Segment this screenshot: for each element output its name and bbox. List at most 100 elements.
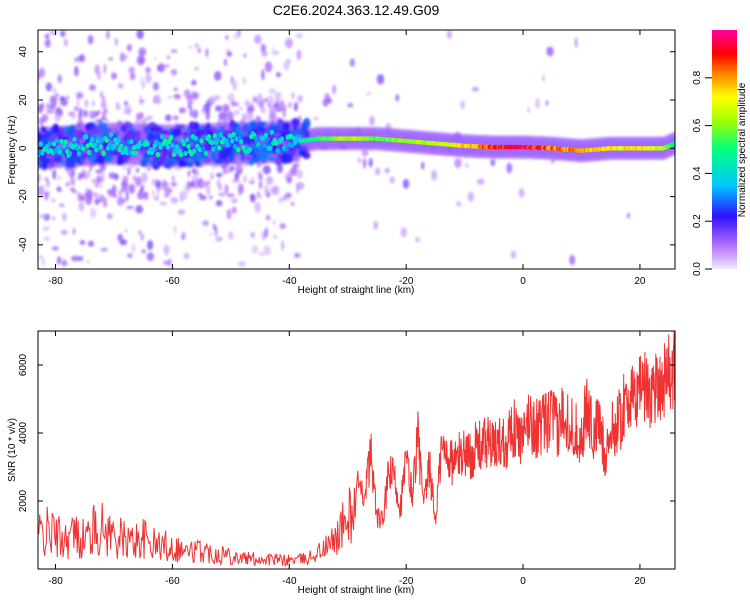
noise-blob [195, 169, 200, 176]
noise-blob [119, 239, 128, 246]
noise-blob [313, 116, 319, 121]
noise-blob [124, 229, 128, 233]
noise-blob [155, 180, 162, 189]
noise-blob [95, 200, 99, 206]
noise-blob [117, 196, 124, 207]
noise-blob [252, 96, 258, 103]
noise-blob [147, 115, 154, 120]
ridge-core [170, 142, 175, 148]
spectrogram-y-tick-label: -20 [18, 189, 29, 204]
noise-blob [248, 180, 255, 185]
ridge-core [168, 134, 174, 141]
noise-blob [369, 115, 375, 126]
noise-blob [234, 172, 239, 181]
noise-blob [76, 92, 84, 99]
ridge-core [217, 145, 222, 151]
ridge-body-blob [160, 129, 170, 135]
noise-blob [161, 179, 167, 191]
noise-blob [134, 176, 142, 187]
colorbar: 0.0 0.2 0.4 0.6 0.8 Normalized spectral ampl… [692, 30, 748, 276]
noise-blob [361, 149, 369, 157]
ridge-body-blob [257, 126, 263, 132]
noise-blob [179, 190, 188, 200]
noise-blob [92, 179, 95, 183]
ridge-body-blob [38, 159, 43, 165]
noise-blob [171, 175, 175, 181]
noise-blob [373, 220, 378, 230]
noise-blob [100, 182, 103, 189]
snr-y-ticks: 2000 4000 6000 [18, 353, 675, 512]
ridge-core [119, 143, 124, 149]
noise-blob [234, 32, 237, 41]
ridge-body-blob [232, 122, 239, 129]
ridge-core [179, 152, 184, 158]
noise-blob [173, 93, 181, 100]
noise-blob [244, 100, 251, 107]
ridge-body-blob [172, 128, 182, 137]
noise-blob [288, 101, 292, 108]
ridge-core [62, 143, 67, 149]
ridge-core [183, 150, 188, 156]
noise-blob [274, 51, 280, 55]
noise-blob [415, 237, 420, 243]
noise-blob [209, 195, 213, 200]
ridge-body-blob [155, 156, 166, 163]
noise-blob [168, 95, 172, 100]
noise-blob [141, 249, 146, 254]
noise-blob [173, 87, 178, 92]
noise-blob [365, 92, 372, 96]
ridge-body-blob [256, 155, 266, 161]
spectrogram-x-ticks: -80 -60 -40 -20 0 20 [48, 30, 646, 287]
snr-y-tick-label: 2000 [18, 489, 29, 512]
noise-blob [546, 100, 549, 106]
noise-blob [259, 180, 263, 189]
noise-blob [159, 202, 167, 205]
noise-blob [77, 192, 83, 202]
ridge-core [279, 136, 285, 142]
noise-blob [189, 45, 192, 50]
noise-blob [177, 209, 186, 215]
noise-blob [213, 71, 222, 81]
noise-blob [70, 187, 75, 191]
noise-blob [128, 66, 135, 74]
snr-x-tick-label: -60 [165, 576, 180, 587]
noise-blob [374, 167, 381, 176]
noise-blob [72, 227, 76, 235]
noise-blob [174, 166, 182, 171]
noise-blob [60, 30, 66, 37]
ridge-core [133, 150, 139, 156]
noise-blob [131, 243, 135, 254]
noise-blob [209, 232, 213, 236]
noise-blob [136, 30, 144, 40]
spectrogram-frame [37, 29, 676, 270]
ridge-body-blob [285, 125, 290, 136]
noise-blob [218, 112, 226, 121]
noise-blob [129, 165, 135, 169]
noise-blob [52, 216, 55, 221]
noise-blob [46, 110, 54, 114]
spectrogram-y-axis-label: Frequency (Hz) [7, 116, 18, 185]
ridge-core [111, 143, 117, 150]
ridge-core [672, 141, 675, 146]
noise-blob [212, 223, 217, 231]
noise-blob [431, 170, 437, 181]
noise-blob [241, 113, 248, 122]
noise-blob [146, 252, 155, 261]
ridge-core [101, 150, 106, 156]
ridge-body-blob [185, 160, 194, 168]
noise-blob [261, 69, 265, 81]
noise-blob [42, 236, 51, 241]
noise-blob [38, 186, 43, 197]
noise-blob [542, 74, 545, 83]
ridge-core [56, 145, 61, 151]
noise-blob [170, 49, 178, 54]
noise-blob [467, 191, 475, 202]
ridge-core [98, 144, 104, 150]
noise-blob [402, 178, 410, 189]
noise-blob [187, 169, 191, 178]
noise-blob [132, 175, 137, 181]
noise-blob [173, 225, 177, 235]
ridge-core [268, 145, 273, 151]
snr-frame [37, 330, 676, 570]
